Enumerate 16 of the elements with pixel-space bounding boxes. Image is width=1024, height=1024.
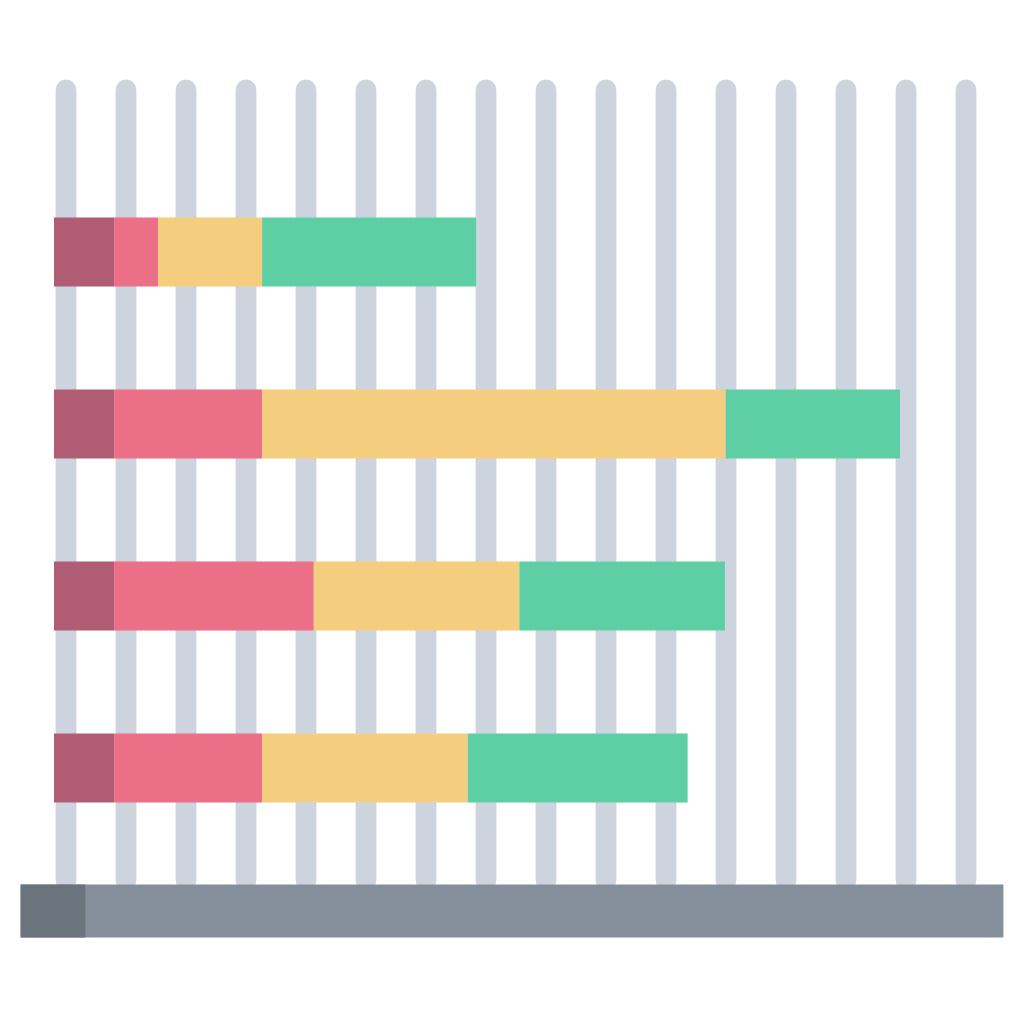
bar bbox=[467, 733, 688, 803]
bar bbox=[54, 217, 115, 287]
bar bbox=[54, 733, 115, 803]
bar bbox=[519, 561, 725, 631]
bar bbox=[114, 733, 263, 803]
bar bbox=[262, 217, 477, 287]
bar bbox=[262, 733, 468, 803]
bar bbox=[114, 217, 159, 287]
bar bbox=[114, 561, 314, 631]
bar bbox=[54, 561, 115, 631]
bar bbox=[54, 389, 115, 459]
bar bbox=[313, 561, 520, 631]
bar bbox=[262, 389, 726, 459]
bar bbox=[725, 389, 900, 459]
bar bbox=[158, 217, 263, 287]
bar bbox=[114, 389, 263, 459]
